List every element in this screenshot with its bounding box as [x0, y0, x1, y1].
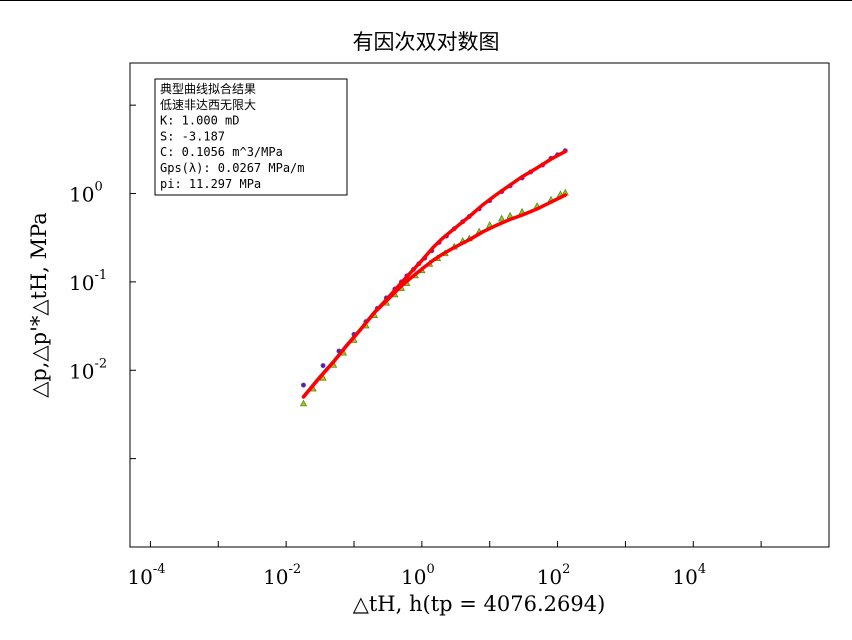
x-tick-labels: 10-4 10-2 100 102 104 [127, 562, 706, 589]
y-tick-label: 10-2 [69, 356, 107, 383]
y-tick-exponent: -1 [94, 268, 107, 283]
pressure-point [320, 363, 326, 369]
x-tick-exponent: -4 [153, 562, 166, 577]
y-tick-labels: 10-2 10-1 100 [69, 180, 107, 384]
legend-line: Gps(λ): 0.0267 MPa/m [160, 161, 305, 175]
y-tick-label: 10-1 [69, 268, 107, 295]
y-tick-exponent: -2 [94, 356, 107, 371]
axis-ticks [130, 104, 830, 548]
y-tick-exponent: 0 [94, 180, 102, 195]
y-tick-label: 100 [69, 180, 103, 207]
legend-line: S: -3.187 [160, 129, 225, 143]
x-tick-exponent: -2 [289, 562, 302, 577]
x-axis-label: △tH, h(tp = 4076.2694) [353, 592, 606, 616]
legend-line: C: 0.1056 m^3/MPa [160, 145, 283, 159]
derivative-model-curve-line [301, 193, 568, 399]
y-axis-label: △p,△p'*△tH, MPa [27, 212, 51, 398]
legend-line: K: 1.000 mD [160, 114, 239, 128]
legend-line: pi: 11.297 MPa [160, 177, 261, 191]
x-tick-label: 10-4 [127, 562, 165, 589]
chart-title: 有因次双对数图 [353, 30, 500, 54]
x-tick-exponent: 4 [698, 562, 706, 577]
x-tick-label: 100 [401, 562, 435, 589]
x-tick-label: 104 [672, 562, 706, 589]
legend-box [154, 78, 348, 196]
derivative-point [299, 399, 308, 407]
derivative-point [498, 214, 506, 222]
x-tick-exponent: 0 [426, 562, 434, 577]
derivative-model-curve [301, 193, 568, 399]
legend-line: 低速非达西无限大 [160, 98, 256, 112]
x-tick-exponent: 2 [562, 562, 570, 577]
x-tick-label: 102 [537, 562, 571, 589]
x-tick-label: 10-2 [263, 562, 301, 589]
legend-line: 典型曲线拟合结果 [160, 81, 256, 96]
pressure-point [300, 382, 306, 388]
data-series [299, 148, 569, 407]
